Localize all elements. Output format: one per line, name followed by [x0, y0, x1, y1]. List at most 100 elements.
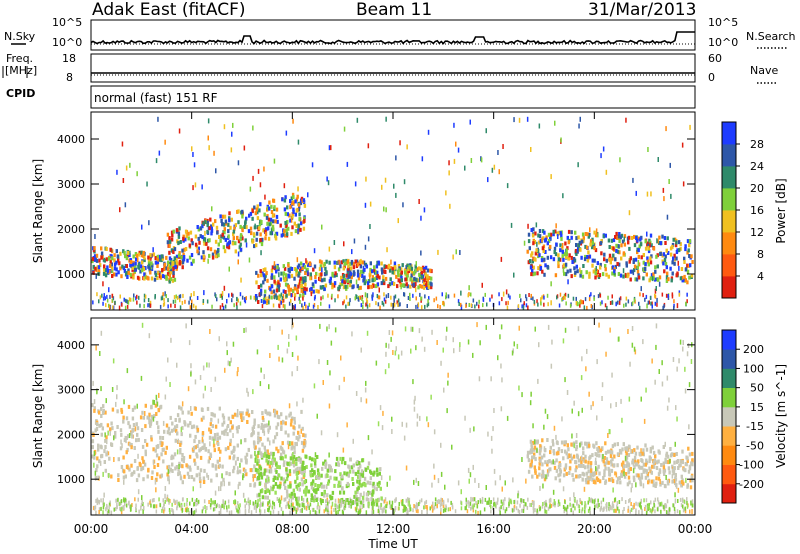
- velocity-green-echo-cell: [347, 473, 350, 478]
- velocity-noise-cell: [642, 339, 644, 345]
- velocity-green-clutter-cell: [365, 510, 368, 515]
- velocity-clutter-cell: [383, 499, 385, 504]
- power-echo-cell: [418, 284, 422, 288]
- velocity-echo-cell: [157, 456, 161, 461]
- power-clutter-cell: [354, 296, 356, 301]
- velocity-green-echo-cell: [376, 472, 379, 477]
- velocity-noise-cell: [525, 478, 527, 484]
- power-echo-cell: [272, 227, 275, 232]
- velocity-echo-cell: [166, 465, 169, 470]
- power-echo-cell: [171, 233, 174, 238]
- power-clutter-cell: [394, 294, 397, 299]
- velocity-noise-cell: [583, 486, 586, 492]
- velocity-green-echo-cell: [375, 502, 379, 507]
- velocity-green-noise-cell: [501, 377, 503, 383]
- velocity-echo-cell: [144, 449, 147, 454]
- power-echo-cell: [277, 284, 280, 289]
- velocity-green-echo-cell: [292, 454, 296, 459]
- power-noise-cell: [554, 120, 556, 126]
- power-echo-cell: [530, 253, 533, 258]
- velocity-green-noise-cell: [152, 399, 154, 405]
- power-echo-cell: [616, 249, 620, 254]
- velocity-clutter-cell: [637, 502, 639, 507]
- velocity-echo-cell: [133, 446, 136, 450]
- velocity-echo-cell: [608, 477, 611, 482]
- velocity-echo-cell: [540, 455, 544, 460]
- power-echo-cell: [323, 272, 327, 277]
- velocity-echo-cell: [256, 440, 260, 445]
- velocity-green-echo-cell: [358, 473, 361, 478]
- velocity-noise-cell: [201, 436, 204, 442]
- power-noise-cell: [491, 167, 494, 173]
- velocity-clutter-cell: [120, 510, 123, 515]
- velocity-green-echo-cell: [341, 486, 344, 491]
- power-noise-cell: [201, 184, 203, 190]
- power-echo-cell: [161, 274, 165, 279]
- velocity-echo-cell: [546, 438, 549, 442]
- velocity-echo-cell: [591, 453, 594, 458]
- velocity-green-noise-cell: [125, 438, 127, 444]
- velocity-echo-cell: [210, 478, 213, 483]
- power-echo-cell: [282, 271, 286, 276]
- power-noise-cell: [231, 131, 233, 137]
- power-echo-cell: [343, 261, 346, 266]
- velocity-echo-cell: [675, 452, 678, 456]
- velocity-green-clutter-cell: [504, 509, 507, 514]
- power-echo-cell: [382, 278, 385, 283]
- power-echo-cell: [213, 249, 217, 254]
- velocity-echo-cell: [221, 464, 224, 469]
- velocity-echo-cell: [207, 459, 210, 464]
- power-noise-cell: [307, 192, 309, 198]
- velocity-green-echo-cell: [337, 483, 340, 488]
- power-echo-cell: [259, 238, 262, 242]
- velocity-echo-cell: [236, 443, 239, 448]
- power-echo-cell: [223, 230, 226, 235]
- power-clutter-cell: [178, 294, 181, 299]
- velocity-green-echo-cell: [263, 471, 266, 476]
- velocity-echo-cell: [132, 423, 136, 427]
- velocity-green-clutter-cell: [338, 506, 340, 511]
- velocity-echo-cell: [104, 445, 107, 449]
- velocity-echo-cell: [243, 438, 247, 443]
- power-echo-cell: [575, 252, 578, 256]
- velocity-green-echo-cell: [271, 486, 275, 491]
- power-clutter-cell: [189, 296, 191, 301]
- power-echo-cell: [428, 276, 431, 280]
- velocity-clutter-cell: [222, 501, 225, 506]
- power-echo-cell: [527, 260, 530, 265]
- velocity-green-echo-cell: [377, 483, 381, 488]
- velocity-noise-cell: [292, 322, 294, 328]
- velocity-noise-cell: [219, 456, 221, 462]
- velocity-green-clutter-cell: [530, 503, 532, 507]
- velocity-green-clutter-cell: [256, 502, 259, 507]
- power-echo-cell: [173, 256, 176, 261]
- velocity-clutter-cell: [532, 509, 535, 514]
- power-clutter-cell: [327, 293, 329, 298]
- velocity-echo-cell: [104, 438, 107, 443]
- velocity-echo-cell: [526, 450, 530, 455]
- velocity-echo-cell: [267, 452, 270, 457]
- velocity-echo-cell: [130, 472, 133, 477]
- power-echo-cell: [339, 282, 342, 287]
- velocity-echo-cell: [622, 442, 625, 447]
- power-echo-cell: [400, 270, 403, 275]
- velocity-echo-cell: [639, 482, 643, 487]
- velocity-echo-cell: [273, 409, 277, 414]
- velocity-echo-cell: [570, 442, 573, 447]
- velocity-green-clutter-cell: [444, 508, 447, 513]
- velocity-clutter-cell: [277, 510, 280, 515]
- velocity-green-noise-cell: [579, 442, 581, 448]
- velocity-clutter-cell: [519, 503, 521, 508]
- power-clutter-cell: [179, 294, 182, 299]
- velocity-green-clutter-cell: [168, 500, 170, 505]
- velocity-green-noise-cell: [474, 477, 476, 483]
- velocity-green-echo-cell: [303, 466, 306, 470]
- power-echo-cell: [410, 273, 413, 278]
- velocity-clutter-cell: [292, 502, 294, 507]
- power-echo-cell: [339, 264, 342, 269]
- velocity-echo-cell: [604, 461, 607, 466]
- power-clutter-cell: [298, 296, 300, 301]
- velocity-green-echo-cell: [314, 483, 317, 487]
- power-clutter-cell: [239, 292, 242, 297]
- power-clutter-cell: [114, 300, 116, 305]
